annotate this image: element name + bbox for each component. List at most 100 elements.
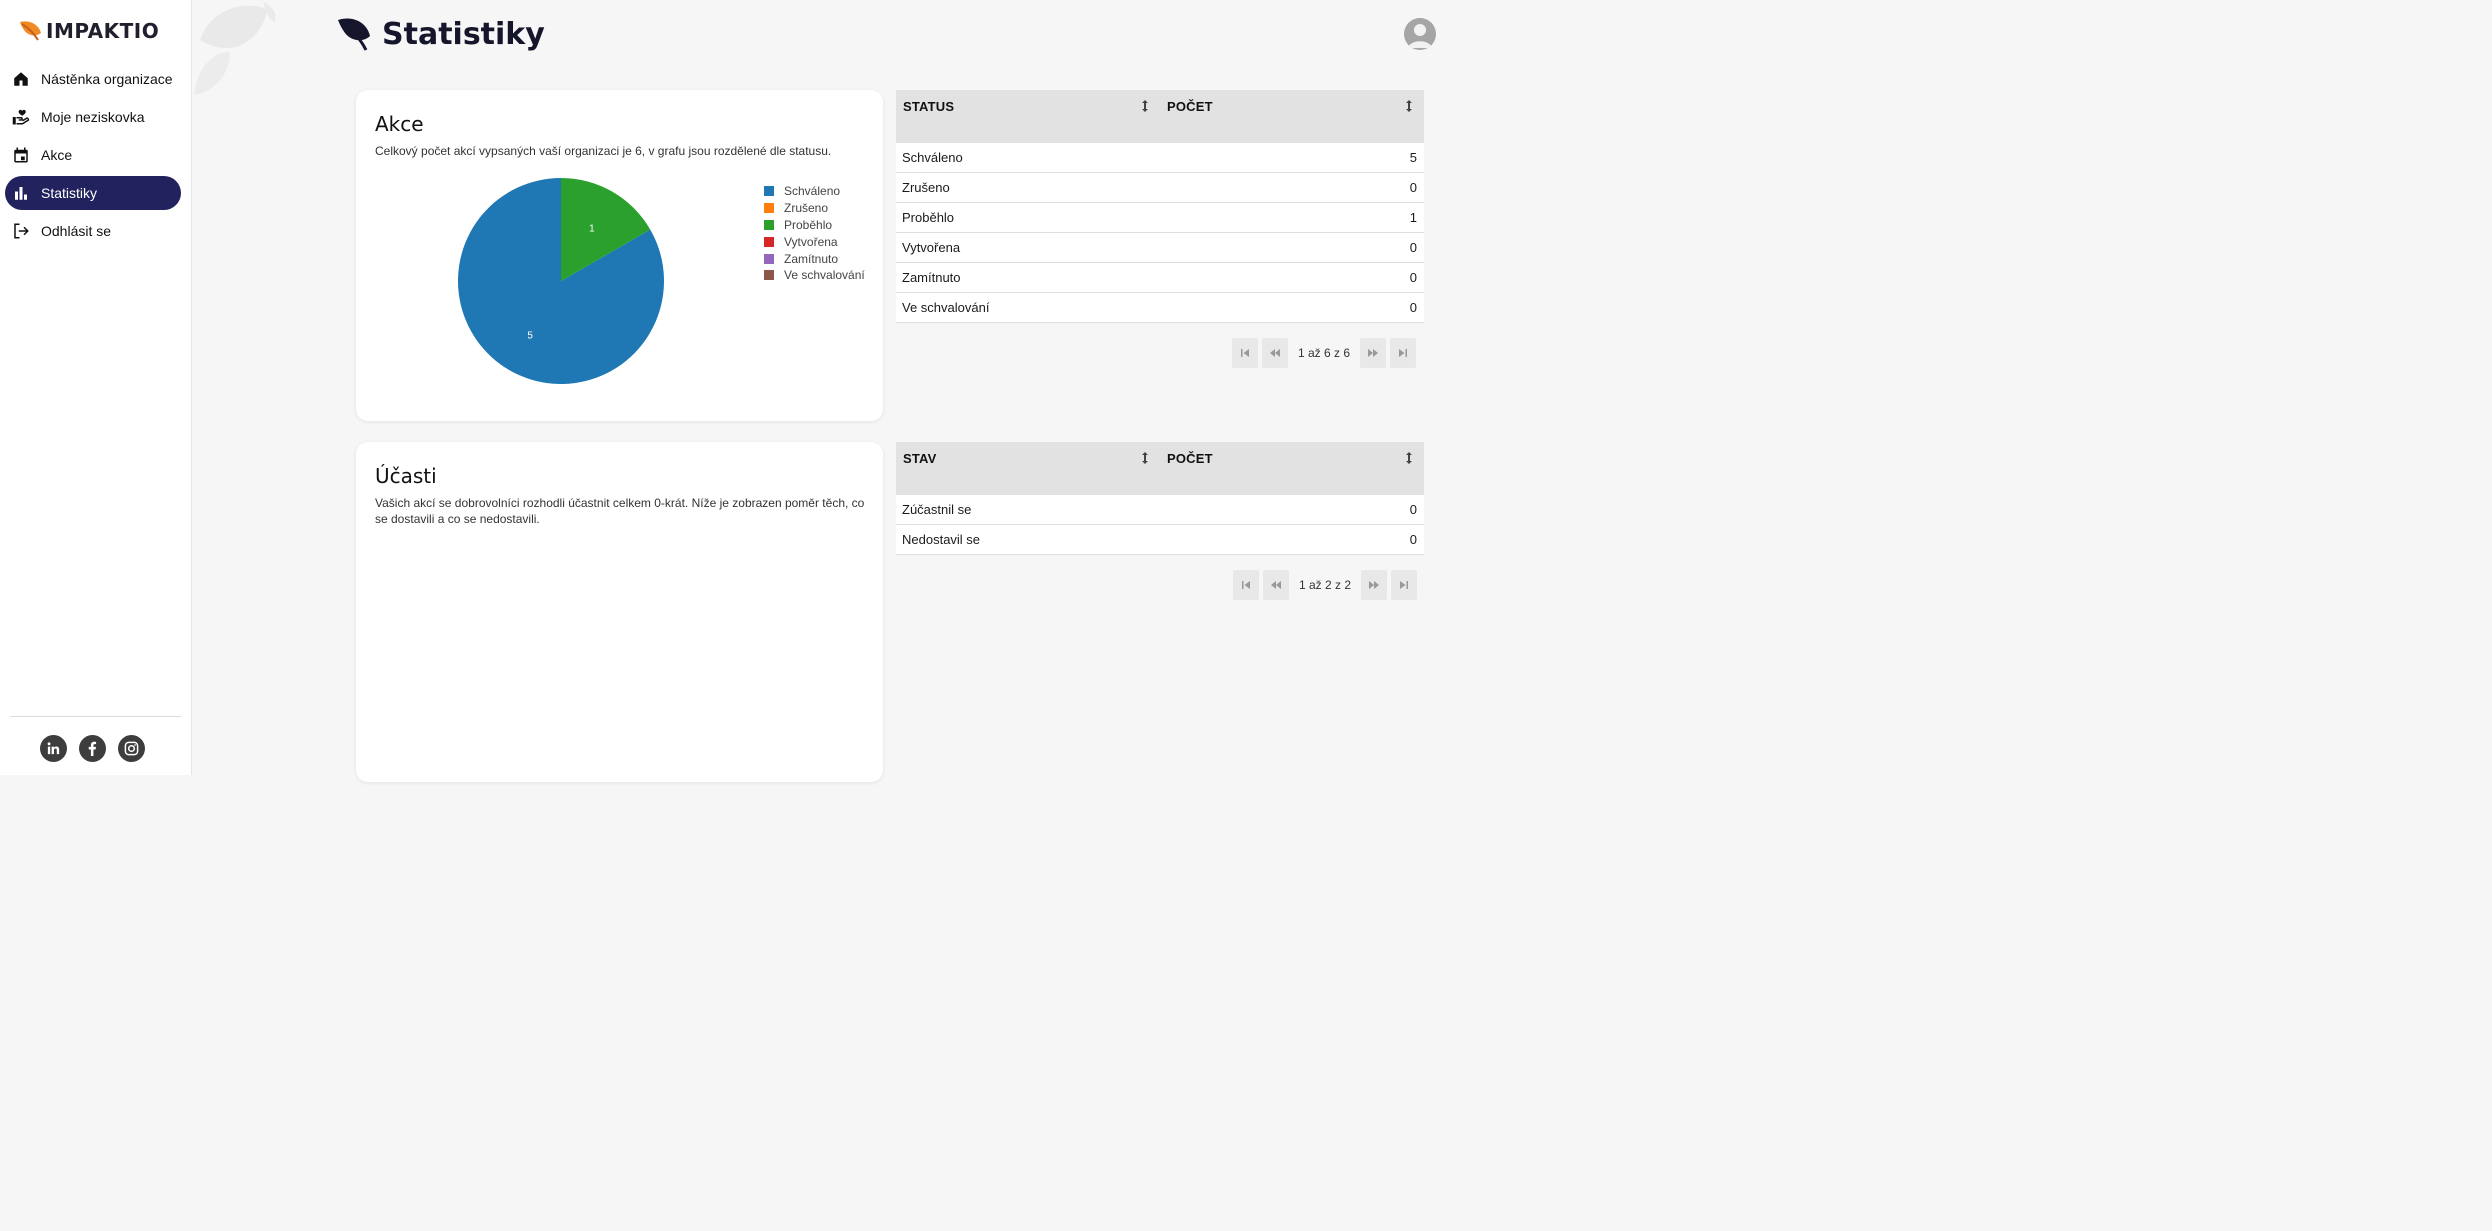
ucasti-card: Účasti Vašich akcí se dobrovolníci rozho… (356, 442, 883, 782)
decorative-leaves-icon (194, 2, 276, 95)
legend-swatch (764, 203, 774, 214)
brand-name: IMPAKTIO (46, 19, 160, 43)
akce-card-description: Celkový počet akcí vypsaných vaší organi… (375, 144, 832, 158)
akce-card: Akce Celkový počet akcí vypsaných vaší o… (356, 90, 883, 421)
rewind-icon (1271, 581, 1281, 589)
heart-hand-icon (12, 109, 30, 125)
legend-label: Proběhlo (784, 217, 833, 232)
column-header-stav[interactable]: STAV (896, 442, 1160, 495)
sidebar-item-nastenka[interactable]: Nástěnka organizace (5, 62, 181, 96)
legend-label: Vytvořena (784, 234, 838, 249)
legend-item[interactable]: Zamítnuto (764, 250, 865, 267)
sort-icon (1142, 452, 1148, 464)
first-page-button[interactable] (1232, 338, 1258, 368)
last-page-icon (1399, 349, 1408, 357)
table-row: Vytvořena 0 (896, 233, 1424, 263)
sort-icon (1406, 100, 1412, 112)
fast-forward-icon (1369, 581, 1380, 589)
ucasti-card-title: Účasti (375, 464, 437, 488)
sidebar-nav: Nástěnka organizace Moje neziskovka Akce (5, 62, 181, 252)
legend-label: Zamítnuto (784, 251, 839, 266)
facebook-icon[interactable] (79, 735, 106, 762)
bar-chart-icon (15, 187, 27, 200)
pager-status: 1 až 2 z 2 (1299, 578, 1352, 592)
pie-legend: Schváleno Zrušeno Proběhlo Vytvořena Zamítnu… (764, 183, 865, 284)
social-links (40, 735, 145, 762)
status-table: STATUS POČET Schváleno 5 Zrušeno 0 Proběhl… (896, 90, 1424, 323)
leaf-logo-icon (20, 21, 41, 41)
page-header: Statistiky (336, 14, 545, 54)
home-icon (14, 72, 28, 86)
table-row: Proběhlo 1 (896, 203, 1424, 233)
table-row: Zúčastnil se 0 (896, 495, 1424, 525)
column-header-pocet[interactable]: POČET (1160, 90, 1424, 143)
sort-icon (1406, 452, 1412, 464)
sidebar-item-odhlasit[interactable]: Odhlásit se (5, 214, 181, 248)
first-page-icon (1241, 349, 1249, 357)
user-icon (1408, 24, 1432, 48)
leaf-icon (338, 18, 370, 51)
status-pie-chart: 51 (458, 178, 664, 384)
column-header-status[interactable]: STATUS (896, 90, 1160, 143)
prev-page-button[interactable] (1263, 570, 1289, 600)
legend-label: Ve schvalování (784, 268, 865, 283)
next-page-button[interactable] (1360, 338, 1387, 368)
last-page-button[interactable] (1390, 338, 1417, 368)
sidebar-item-label: Nástěnka organizace (41, 71, 173, 87)
logout-icon (14, 223, 29, 239)
calendar-icon (14, 147, 28, 163)
last-page-button[interactable] (1391, 570, 1418, 600)
instagram-icon[interactable] (118, 735, 145, 762)
table-row: Zrušeno 0 (896, 173, 1424, 203)
table-header: STATUS POČET (896, 90, 1424, 143)
legend-swatch (764, 219, 774, 230)
sidebar-item-label: Moje neziskovka (41, 109, 145, 125)
brand-logo[interactable]: IMPAKTIO (18, 17, 159, 45)
sidebar-item-label: Statistiky (41, 185, 98, 201)
linkedin-icon[interactable] (40, 735, 67, 762)
sidebar-item-label: Akce (41, 147, 73, 163)
legend-label: Schváleno (784, 184, 841, 199)
table-row: Ve schvalování 0 (896, 293, 1424, 323)
sidebar-divider (10, 716, 181, 717)
status-table-pager: 1 až 6 z 6 (1232, 338, 1417, 368)
legend-swatch (764, 253, 774, 264)
first-page-button[interactable] (1233, 570, 1259, 600)
first-page-icon (1242, 581, 1250, 589)
sidebar-item-statistiky[interactable]: Statistiky (5, 176, 181, 210)
user-avatar[interactable] (1404, 18, 1436, 50)
legend-item[interactable]: Proběhlo (764, 217, 865, 234)
fast-forward-icon (1368, 349, 1379, 357)
table-row: Nedostavil se 0 (896, 525, 1424, 555)
rewind-icon (1270, 349, 1280, 357)
sidebar: IMPAKTIO Nástěnka organizace Moje nezisk… (0, 0, 192, 775)
sort-icon (1142, 100, 1148, 112)
ucast-table: STAV POČET Zúčastnil se 0 Nedostavil se 0 (896, 442, 1424, 555)
table-row: Zamítnuto 0 (896, 263, 1424, 293)
legend-item[interactable]: Vytvořena (764, 233, 865, 250)
ucast-table-pager: 1 až 2 z 2 (1233, 570, 1418, 600)
pie-slice-label: 1 (589, 223, 595, 234)
legend-swatch (764, 236, 774, 247)
legend-swatch (764, 270, 774, 281)
pager-status: 1 až 6 z 6 (1298, 346, 1351, 360)
legend-item[interactable]: Ve schvalování (764, 267, 865, 284)
prev-page-button[interactable] (1262, 338, 1288, 368)
next-page-button[interactable] (1361, 570, 1388, 600)
sidebar-item-akce[interactable]: Akce (5, 138, 181, 172)
legend-label: Zrušeno (784, 201, 829, 216)
last-page-icon (1400, 581, 1409, 589)
table-row: Schváleno 5 (896, 143, 1424, 173)
pie-slice-label: 5 (527, 331, 533, 342)
akce-card-title: Akce (375, 112, 424, 136)
legend-swatch (764, 186, 774, 197)
table-header: STAV POČET (896, 442, 1424, 495)
legend-item[interactable]: Zrušeno (764, 200, 865, 217)
page-title: Statistiky (382, 16, 545, 52)
column-header-pocet[interactable]: POČET (1160, 442, 1424, 495)
sidebar-item-moje-neziskovka[interactable]: Moje neziskovka (5, 100, 181, 134)
pie-slice-Proběhlo[interactable] (561, 178, 651, 281)
legend-item[interactable]: Schváleno (764, 183, 865, 200)
sidebar-item-label: Odhlásit se (41, 223, 112, 239)
ucasti-card-description: Vašich akcí se dobrovolníci rozhodli úča… (375, 496, 865, 526)
